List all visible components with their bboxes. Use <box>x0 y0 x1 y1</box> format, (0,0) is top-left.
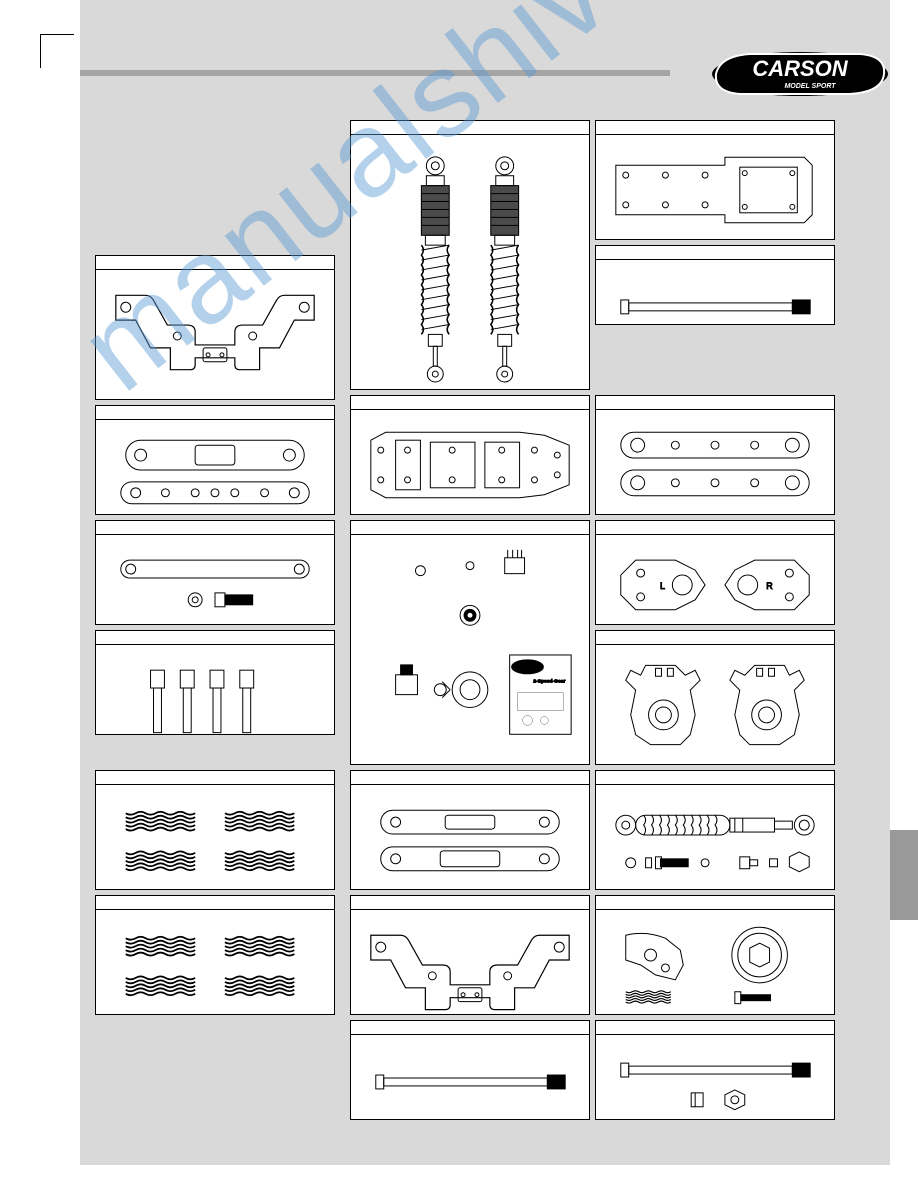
cell-header <box>596 121 834 135</box>
part-cell <box>595 630 835 765</box>
part-illustration <box>596 535 834 626</box>
part-cell <box>350 120 590 390</box>
cell-header <box>96 406 334 420</box>
part-cell <box>595 895 835 1015</box>
part-illustration <box>351 910 589 1016</box>
cell-header <box>596 246 834 260</box>
part-illustration <box>351 1035 589 1121</box>
part-illustration <box>96 535 334 626</box>
part-cell <box>595 120 835 240</box>
part-illustration <box>96 270 334 401</box>
part-cell <box>595 770 835 890</box>
part-cell <box>595 395 835 515</box>
cell-header <box>96 631 334 645</box>
part-cell <box>95 255 335 400</box>
part-cell <box>95 895 335 1015</box>
part-cell <box>350 895 590 1015</box>
cell-header <box>596 631 834 645</box>
part-cell <box>95 405 335 515</box>
part-illustration <box>351 410 589 516</box>
cell-header <box>351 1021 589 1035</box>
cell-header <box>596 521 834 535</box>
part-cell <box>595 520 835 625</box>
cell-header <box>96 771 334 785</box>
cell-header <box>96 896 334 910</box>
cell-header <box>596 396 834 410</box>
part-illustration <box>351 135 589 391</box>
brand-name: CARSON <box>752 56 848 81</box>
cell-header <box>596 896 834 910</box>
cell-header <box>351 396 589 410</box>
part-illustration <box>596 645 834 766</box>
part-illustration <box>596 135 834 241</box>
cell-header <box>96 521 334 535</box>
part-cell <box>350 520 590 765</box>
cell-header <box>351 521 589 535</box>
part-illustration <box>96 645 334 736</box>
part-cell <box>95 770 335 890</box>
cell-header <box>351 771 589 785</box>
brand-tagline: MODEL SPORT <box>784 83 836 90</box>
part-cell <box>595 245 835 325</box>
part-illustration <box>351 535 589 766</box>
part-illustration <box>96 910 334 1016</box>
part-illustration <box>596 910 834 1016</box>
part-cell <box>350 1020 590 1120</box>
cell-header <box>596 1021 834 1035</box>
header-divider <box>80 70 670 76</box>
part-illustration <box>596 410 834 516</box>
cell-header <box>351 896 589 910</box>
part-illustration <box>596 785 834 891</box>
part-cell <box>350 770 590 890</box>
part-cell <box>595 1020 835 1120</box>
part-cell <box>95 520 335 625</box>
part-illustration <box>596 1035 834 1121</box>
brand-logo: CARSON MODEL SPORT <box>710 50 890 98</box>
part-illustration <box>96 785 334 891</box>
cell-header <box>351 121 589 135</box>
part-illustration <box>351 785 589 891</box>
part-illustration <box>596 260 834 326</box>
part-cell <box>350 395 590 515</box>
part-cell <box>95 630 335 735</box>
cell-header <box>96 256 334 270</box>
cell-header <box>596 771 834 785</box>
page-tab <box>890 830 918 920</box>
part-illustration <box>96 420 334 516</box>
crop-mark <box>40 34 74 68</box>
